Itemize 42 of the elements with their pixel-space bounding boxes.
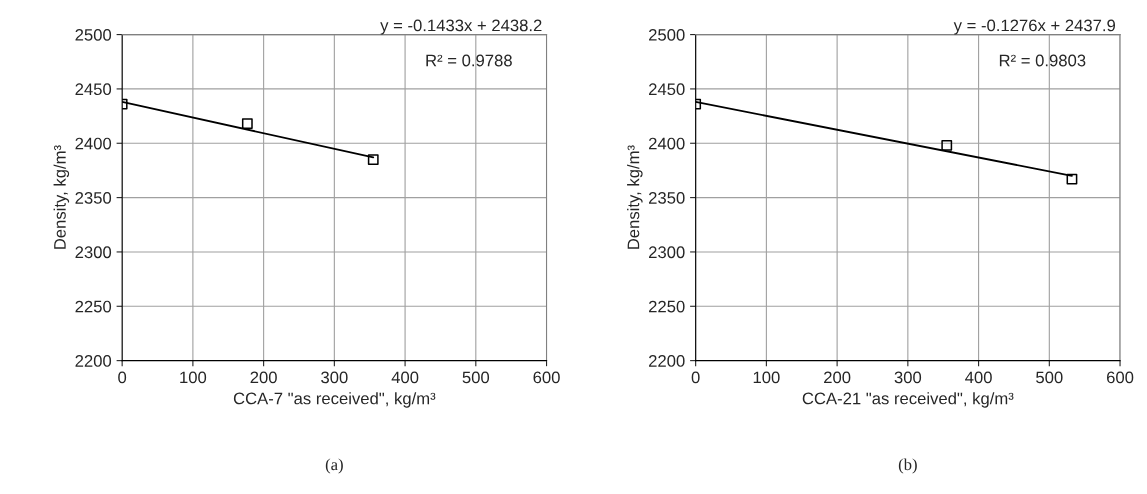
y-tick-label: 2500: [649, 28, 685, 41]
x-tick-label: 0: [691, 371, 700, 384]
x-axis-title: CCA-7 "as received", kg/m³: [233, 392, 436, 408]
y-tick-label: 2400: [649, 137, 685, 150]
x-tick-label: 500: [462, 371, 490, 384]
x-tick-label: 600: [1106, 371, 1134, 384]
y-tick-label: 2300: [649, 246, 685, 259]
point: [1066, 173, 1078, 185]
annotation: R² = 0.9788: [426, 54, 512, 67]
y-tick-label: 2250: [649, 300, 685, 313]
y-tick-label: 2350: [75, 192, 112, 204]
point: [241, 118, 253, 130]
x-tick-label: 500: [1036, 371, 1063, 384]
text: (b): [898, 458, 917, 474]
y-tick-label: 2450: [75, 83, 112, 96]
y-tick-label: 2350: [649, 192, 685, 204]
y-tick-label: 2200: [649, 355, 685, 367]
y-axis-title: Density, kg/m³: [53, 145, 70, 249]
x-tick-label: 400: [965, 371, 992, 384]
x-tick-label: 300: [894, 371, 922, 384]
y-tick-label: 2400: [75, 137, 112, 150]
y-axis-title: Density, kg/m³: [627, 145, 643, 249]
text: (a): [325, 458, 343, 474]
x-tick-label: 100: [753, 371, 780, 384]
y-tick-label: 2450: [649, 83, 685, 96]
x-tick-label: 400: [391, 371, 419, 384]
y-tick-label: 2300: [75, 246, 112, 259]
x-tick-label: 300: [321, 371, 348, 384]
x-tick-label: 600: [533, 371, 560, 384]
x-tick-label: 0: [118, 371, 127, 384]
x-tick-label: 200: [250, 371, 277, 384]
y-tick-label: 2250: [75, 300, 112, 313]
annotation: R² = 0.9803: [999, 54, 1086, 67]
x-axis-title: CCA-21 "as received", kg/m³: [802, 392, 1014, 408]
annotation: y = -0.1433x + 2438.2: [380, 19, 542, 35]
y-tick-label: 2500: [75, 28, 112, 41]
point: [941, 140, 953, 151]
x-tick-label: 100: [180, 371, 207, 384]
point: [367, 154, 379, 165]
y-tick-label: 2200: [75, 355, 112, 367]
annotation: y = -0.1276x + 2437.9: [953, 19, 1116, 35]
x-tick-label: 200: [824, 371, 851, 384]
